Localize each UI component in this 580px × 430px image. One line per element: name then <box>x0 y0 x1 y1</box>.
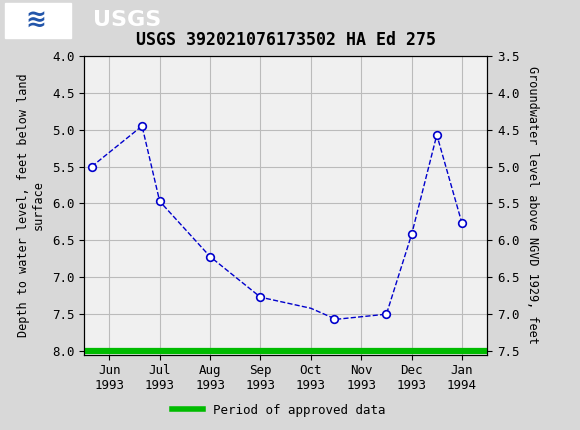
Title: USGS 392021076173502 HA Ed 275: USGS 392021076173502 HA Ed 275 <box>136 31 436 49</box>
Text: ≋: ≋ <box>26 9 46 32</box>
Bar <box>5 3 71 37</box>
Text: USGS: USGS <box>93 10 161 31</box>
Y-axis label: Depth to water level, feet below land
surface: Depth to water level, feet below land su… <box>17 74 45 337</box>
Legend: Period of approved data: Period of approved data <box>166 399 390 421</box>
Y-axis label: Groundwater level above NGVD 1929, feet: Groundwater level above NGVD 1929, feet <box>527 66 539 344</box>
